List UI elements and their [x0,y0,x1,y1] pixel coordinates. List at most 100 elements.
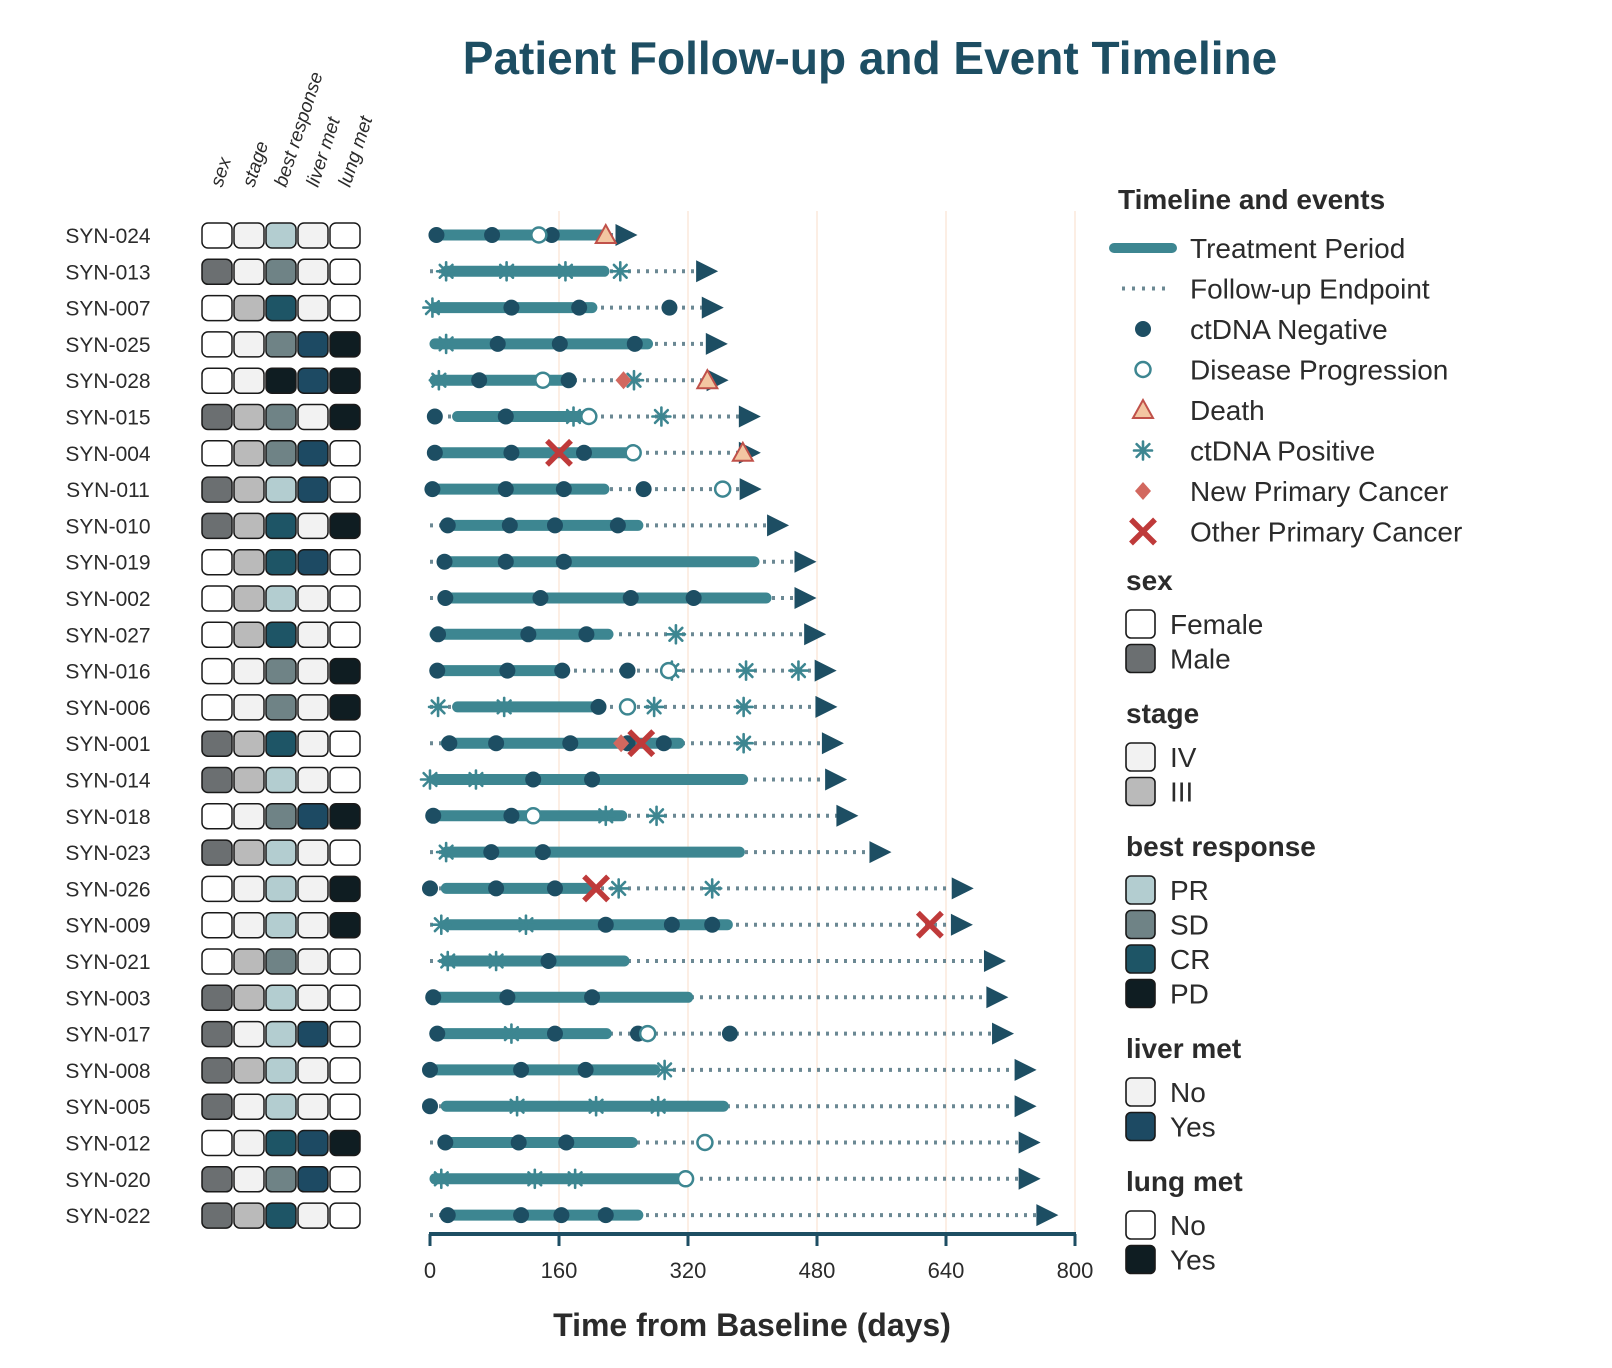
ctdna-positive-marker [665,623,687,645]
legend-swatch [1125,1111,1156,1142]
ctdna-negative-marker [436,553,453,570]
legend-item-label: Death [1190,395,1265,426]
annotation-tile-liver-met [297,440,329,467]
legend-swatch [1135,321,1151,337]
annotation-tile-best-response [265,1202,297,1229]
patient-rows: SYN-024 SYN-013 SYN-007 SYN-025 SYN-028 SYN-0… [65,222,1059,1229]
patient-id-label: SYN-017 [65,1024,150,1047]
annotation-tile-stage [233,1020,265,1048]
ctdna-negative-marker [520,626,537,643]
patient-row: SYN-014 [65,766,848,794]
progression-marker [618,698,637,716]
annotation-tile-lung-met [329,1057,361,1084]
legend-swatch [1125,909,1156,940]
patient-id-label: SYN-003 [65,987,150,1010]
annotation-tile-best-response [265,222,297,249]
legend-swatch [1125,609,1156,639]
annotation-tile-lung-met [329,512,361,540]
patient-row: SYN-028 [65,367,729,394]
x-tick-label: 0 [424,1258,436,1283]
ctdna-negative-marker [609,517,626,534]
ctdna-negative-marker [597,1207,614,1224]
patient-row: SYN-010 [65,512,790,540]
ctdna-negative-marker [626,335,643,352]
annotation-tile-sex [201,294,233,322]
annotation-tile-liver-met [297,803,329,830]
annotation-tile-lung-met [329,403,361,431]
annotation-tile-liver-met [297,948,329,975]
legend-item: SD [1125,909,1209,941]
legend-item: ctDNA Positive [1132,436,1375,467]
legend: Timeline and events Treatment Period Follo… [1109,184,1462,1276]
patient-row: SYN-013 [65,258,719,286]
ctdna-positive-marker [735,660,757,681]
ctdna-negative-marker [497,408,514,425]
ctdna-negative-marker [635,481,652,498]
legend-item-label: IV [1170,742,1197,773]
ctdna-negative-marker [429,1025,446,1042]
annotation-tile-liver-met [297,548,329,576]
ctdna-negative-marker [499,989,516,1006]
death-marker [695,368,720,390]
annotation-tile-best-response [265,258,297,286]
followup-arrow [825,768,848,791]
ctdna-negative-marker [437,1134,454,1151]
patient-id-label: SYN-004 [65,443,151,466]
ctdna-negative-marker [483,844,500,861]
legend-item: III [1125,777,1193,808]
annotation-tile-sex [201,730,233,757]
annotation-tile-liver-met [297,294,329,322]
ctdna-positive-marker [701,878,723,899]
annotation-tile-best-response [265,512,297,540]
ctdna-negative-marker [555,481,572,498]
ctdna-positive-marker [563,406,584,427]
annotation-tile-best-response [265,948,297,975]
patient-id-label: SYN-027 [65,624,150,647]
ctdna-positive-marker [788,660,809,681]
x-tick-label: 800 [1057,1258,1094,1283]
annotation-tile-stage [233,585,265,612]
annotation-tile-liver-met [297,657,329,685]
legend-item-label: Female [1170,609,1263,640]
ctdna-positive-marker [609,260,631,282]
ctdna-negative-marker [578,626,595,643]
patient-row: SYN-004 [65,438,761,467]
followup-arrow [950,913,973,936]
annotation-tile-lung-met [329,1202,361,1229]
annotation-tile-sex [201,512,233,540]
annotation-tile-liver-met [297,1202,329,1229]
annotation-tile-best-response [265,403,297,431]
annotation-tile-best-response [265,803,297,830]
other-primary-marker [915,910,944,939]
ctdna-positive-marker [515,914,537,936]
followup-arrow [794,550,817,573]
ctdna-positive-marker [428,369,450,391]
ctdna-negative-marker [422,1061,438,1078]
annotation-tile-liver-met [297,1057,329,1084]
annotation-tile-lung-met [329,730,361,757]
legend-item-label: Yes [1170,1112,1216,1143]
annotation-tile-lung-met [329,803,361,830]
followup-arrow [767,514,790,537]
annotation-tile-best-response [265,1020,297,1048]
patient-id-label: SYN-010 [65,515,150,538]
patient-row: SYN-001 [65,729,844,758]
patient-row: SYN-025 [65,331,728,358]
annotation-tile-lung-met [329,476,361,503]
followup-arrow [814,659,837,682]
annotation-tile-sex [201,694,233,721]
annotation-tile-lung-met [329,875,361,903]
ctdna-positive-marker [422,297,443,318]
patient-row: SYN-023 [65,839,892,866]
x-tick-label: 640 [928,1258,965,1283]
annotation-tile-stage [233,1166,265,1193]
legend-swatch [1125,944,1156,974]
followup-arrow [738,405,761,428]
legend-item: ctDNA Negative [1135,314,1388,345]
patient-row: SYN-019 [65,548,817,576]
annotation-tile-best-response [265,621,297,649]
ctdna-negative-marker [554,662,571,679]
ctdna-negative-marker [555,553,572,570]
annotation-tile-liver-met [297,585,329,612]
ctdna-negative-marker [577,1061,594,1078]
